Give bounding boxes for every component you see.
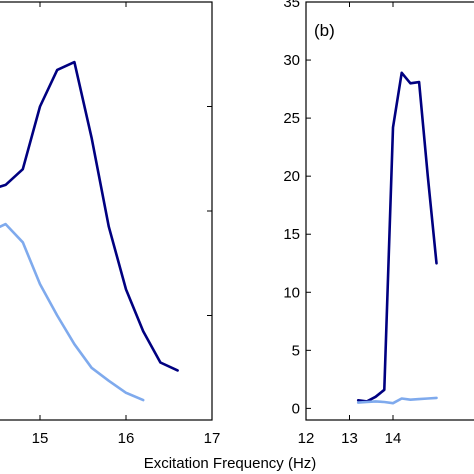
panel-a: 14151617: [0, 1, 221, 447]
y-tick-label: 35: [283, 0, 300, 11]
x-tick-label: 16: [118, 430, 135, 447]
y-tick-label: 15: [283, 226, 300, 243]
y-tick-label: 10: [283, 284, 300, 301]
panel-label: (b): [314, 21, 335, 40]
y-tick-label: 30: [283, 52, 300, 69]
series-line-2: [356, 396, 438, 405]
x-tick-label: 15: [32, 430, 49, 447]
y-tick-label: 5: [292, 342, 300, 359]
y-tick-label: 25: [283, 110, 300, 127]
y-tick-label: 20: [283, 168, 300, 185]
x-tick-label: 12: [298, 430, 315, 447]
x-tick-label: 17: [204, 430, 221, 447]
series-line-1: [356, 71, 438, 403]
series-line-1: [0, 60, 179, 372]
x-tick-label: 13: [341, 430, 358, 447]
series-line-2: [0, 222, 145, 402]
y-tick-label: 0: [292, 400, 300, 417]
panel-b: 12 13 14 0 5 10 15 20 25 30 35 (b): [283, 0, 474, 447]
x-axis-title: Excitation Frequency (Hz): [144, 455, 317, 472]
x-tick-label: 14: [385, 430, 402, 447]
